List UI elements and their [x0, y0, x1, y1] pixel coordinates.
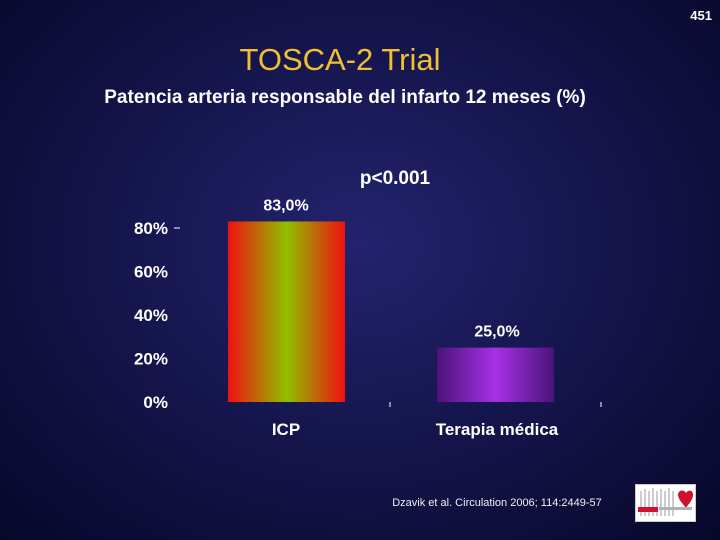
chart-subtitle: Patencia arteria responsable del infarto…	[104, 87, 586, 108]
institution-logo	[635, 484, 696, 522]
p-value-annotation: p<0.001	[359, 168, 431, 189]
logo-graphic	[638, 488, 694, 516]
y-tick-label-60: 60%	[134, 263, 168, 282]
y-tick-label-40: 40%	[134, 306, 168, 325]
y-tick-label-80: 80%	[134, 219, 168, 238]
slide-title: TOSCA-2 Trial	[239, 42, 441, 77]
data-label-icp: 83,0%	[263, 197, 308, 214]
y-tick-label-0: 0%	[143, 393, 168, 412]
bar-terapia-m-dica	[437, 347, 554, 402]
data-label-terapia-m-dica: 25,0%	[474, 324, 519, 341]
citation: Dzavik et al. Circulation 2006; 114:2449…	[392, 497, 602, 509]
bar-icp	[228, 221, 345, 402]
x-category-label-terapia-m-dica: Terapia médica	[436, 420, 559, 439]
slide-number: 451	[690, 8, 712, 23]
x-category-label-icp: ICP	[272, 420, 300, 439]
y-tick-label-20: 20%	[134, 350, 168, 369]
